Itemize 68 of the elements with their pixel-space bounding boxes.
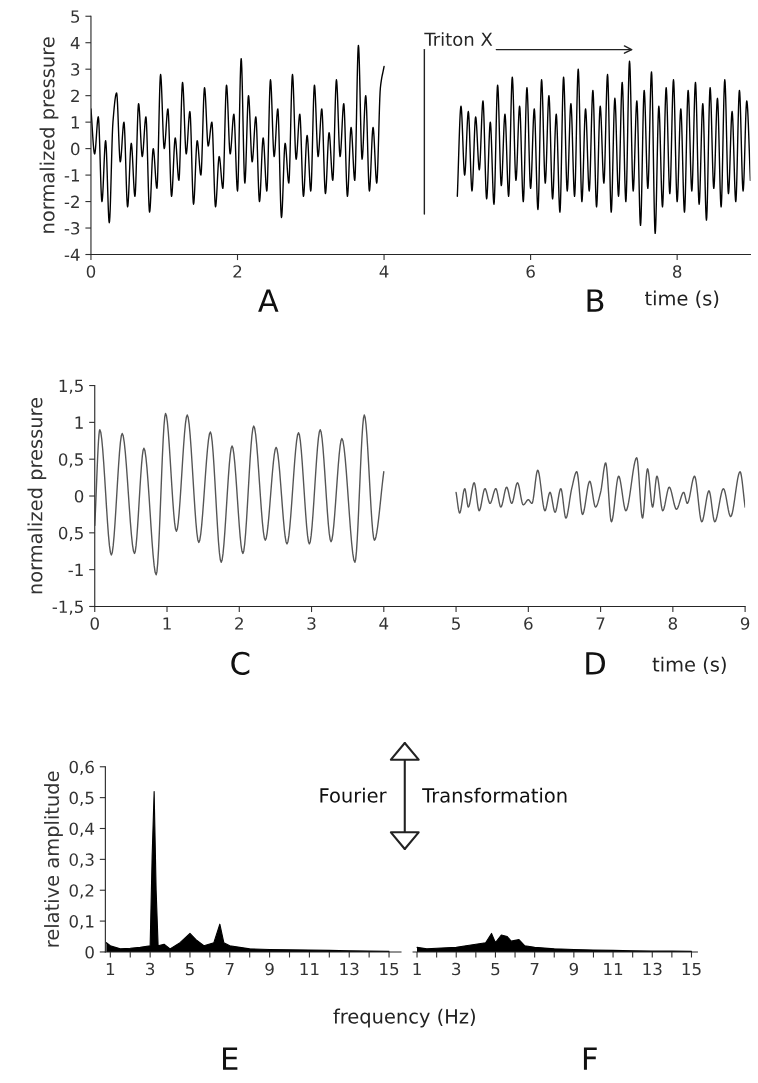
y-tick-label: 1,5 [59, 379, 83, 394]
x-tick-label: 1 [413, 962, 421, 976]
x-tick-label: 2 [233, 265, 242, 278]
y-tick-label: 0 [74, 489, 84, 503]
x-tick-label: 6 [526, 265, 535, 278]
y-tick-label: 3 [71, 63, 80, 76]
y-tick-label: 2 [71, 89, 79, 102]
x-tick-label: 3 [146, 962, 155, 976]
x-tick-label: 9 [569, 962, 578, 976]
y-tick-label: 0 [71, 142, 80, 156]
text: C [231, 651, 250, 675]
x-tick-label: 7 [596, 617, 605, 630]
y-tick-label: 0,5 [58, 526, 83, 542]
x-axis-title: frequency (Hz) [333, 1008, 475, 1028]
x-tick-label: 8 [668, 617, 678, 630]
x-tick-label: 2 [235, 617, 243, 630]
x-axis-title: time (s) [645, 290, 719, 308]
x-tick-label: 15 [682, 962, 701, 976]
text: A [258, 289, 279, 312]
x-tick-label: 6 [524, 617, 533, 630]
text: E [223, 1047, 238, 1070]
x-tick-label: 3 [307, 617, 316, 630]
y-tick-label: -1 [64, 169, 80, 182]
x-tick-label: 13 [643, 962, 662, 976]
x-tick-label: 5 [452, 617, 460, 630]
text: B [587, 289, 604, 312]
y-tick-label: 0,5 [58, 453, 83, 468]
y-tick-label: 0,6 [69, 760, 94, 776]
y-tick-label: 0,3 [69, 853, 94, 868]
y-axis-title: normalized pressure [27, 397, 47, 594]
x-tick-label: 5 [491, 962, 500, 976]
x-axis-title: time (s) [652, 656, 726, 674]
x-tick-label: 1 [106, 962, 115, 976]
x-tick-label: 4 [379, 265, 389, 278]
ref-line-label: Triton X [424, 32, 493, 47]
annotation: Transformation [422, 787, 567, 803]
x-tick-label: 11 [300, 962, 319, 976]
y-axis-title: normalized pressure [39, 37, 59, 233]
y-tick-label: -3 [64, 221, 80, 235]
x-tick-label: 3 [452, 962, 461, 976]
x-tick-label: 8 [672, 265, 682, 278]
x-tick-label: 9 [265, 962, 274, 976]
x-tick-label: 7 [530, 962, 539, 976]
y-tick-label: 0 [85, 945, 94, 959]
x-tick-label: 4 [379, 617, 389, 630]
x-tick-label: 9 [740, 617, 750, 630]
y-tick-label: -1 [68, 563, 83, 576]
y-tick-label: 1 [75, 416, 83, 429]
annotation: Fourier [320, 787, 387, 803]
y-tick-label: 5 [71, 10, 80, 23]
y-tick-label: -1,5 [52, 600, 83, 615]
text: D [586, 652, 605, 675]
y-tick-label: -4 [64, 248, 80, 261]
y-tick-label: -2 [64, 195, 79, 208]
y-tick-label: 0,2 [69, 884, 94, 899]
y-tick-label: 4 [70, 36, 80, 50]
y-axis-title: relative amplitude [44, 771, 63, 947]
x-tick-label: 5 [185, 962, 194, 976]
y-tick-label: 1 [71, 116, 79, 129]
y-tick-label: 0,1 [69, 915, 94, 930]
x-tick-label: 15 [380, 962, 399, 976]
x-tick-label: 11 [604, 962, 623, 976]
y-tick-label: 0,5 [69, 791, 94, 806]
x-tick-label: 13 [340, 962, 359, 976]
x-tick-label: 1 [163, 617, 171, 630]
text: F [583, 1047, 597, 1070]
y-tick-label: 0,4 [69, 822, 95, 837]
x-tick-label: 7 [225, 962, 234, 976]
